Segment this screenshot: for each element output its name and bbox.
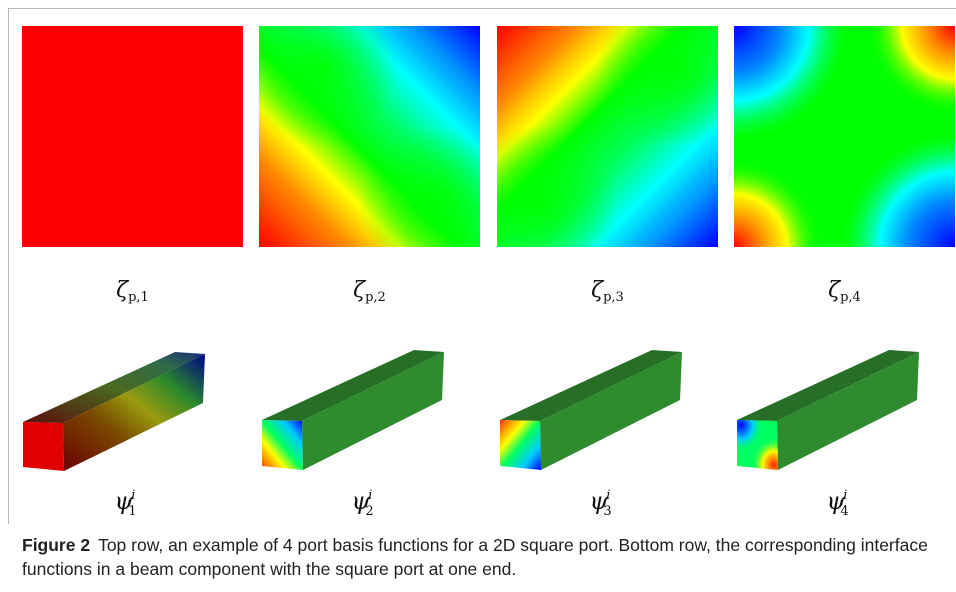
subscript: 2 (365, 504, 374, 519)
symbol: ψ (589, 487, 609, 515)
basis-map-4 (734, 26, 955, 247)
subscript: p,3 (603, 290, 624, 305)
figure-frame (8, 8, 956, 524)
symbol: ζ (116, 278, 129, 303)
basis-map-1 (22, 26, 243, 247)
figure-caption: Figure 2 Top row, an example of 4 port ba… (22, 533, 942, 581)
symbol: ζ (828, 278, 841, 303)
subscript: 1 (128, 504, 137, 519)
superscript: i (368, 488, 373, 503)
beam-2 (262, 350, 444, 470)
subscript: p,2 (365, 290, 386, 305)
superscript: i (606, 488, 611, 503)
figure-label: Figure 2 (22, 535, 91, 555)
basis-map-3 (497, 26, 718, 247)
interface-label-4: ψi4 (727, 487, 948, 519)
symbol: ζ (353, 278, 366, 303)
beam-4 (737, 350, 919, 470)
interface-label-1: ψi1 (15, 487, 236, 519)
superscript: i (843, 488, 848, 503)
subscript: p,1 (128, 290, 149, 305)
basis-label-1: ζp,1 (22, 278, 243, 305)
symbol: ζ (591, 278, 604, 303)
subscript: 4 (840, 504, 849, 519)
basis-label-2: ζp,2 (259, 278, 480, 305)
basis-label-3: ζp,3 (497, 278, 718, 305)
superscript: i (131, 488, 136, 503)
beam-1 (23, 352, 205, 471)
caption-text: Top row, an example of 4 port basis func… (22, 535, 928, 579)
symbol: ψ (351, 487, 371, 515)
symbol: ψ (826, 487, 846, 515)
subscript: p,4 (840, 290, 861, 305)
interface-label-3: ψi3 (490, 487, 711, 519)
subscript: 3 (603, 504, 612, 519)
interface-label-2: ψi2 (252, 487, 473, 519)
beam-3 (500, 350, 682, 470)
basis-label-4: ζp,4 (734, 278, 955, 305)
basis-map-2 (259, 26, 480, 247)
symbol: ψ (114, 487, 134, 515)
